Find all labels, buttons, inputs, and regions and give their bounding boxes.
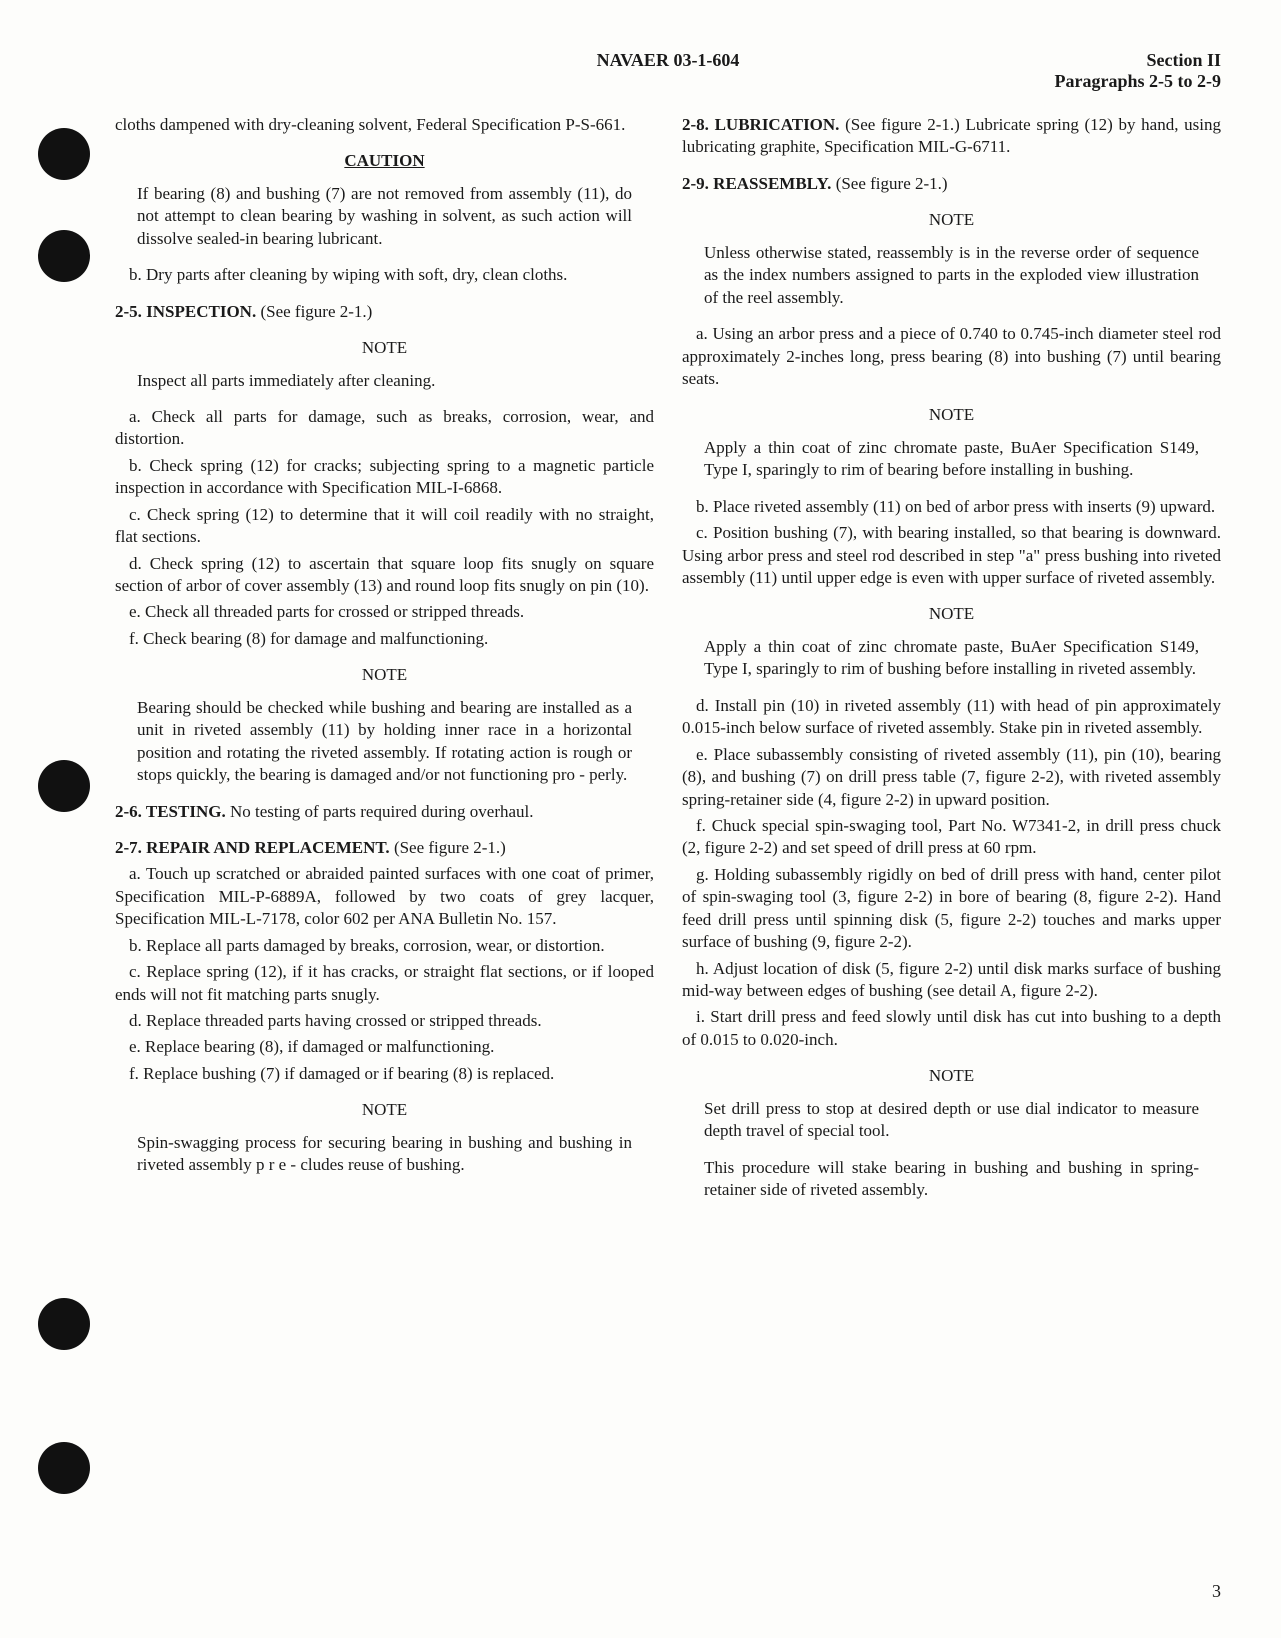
body-text: h. Adjust location of disk (5, figure 2-… <box>682 958 1221 1003</box>
note-heading: NOTE <box>682 404 1221 426</box>
page-number: 3 <box>1212 1581 1221 1602</box>
body-text: c. Position bushing (7), with bearing in… <box>682 522 1221 589</box>
header-center: NAVAER 03-1-604 <box>597 50 740 92</box>
note-heading: NOTE <box>115 664 654 686</box>
body-text: a. Check all parts for damage, such as b… <box>115 406 654 451</box>
section-ref: (See figure 2-1.) <box>260 302 372 321</box>
body-text: cloths dampened with dry-cleaning solven… <box>115 114 654 136</box>
body-text: i. Start drill press and feed slowly unt… <box>682 1006 1221 1051</box>
body-text: d. Replace threaded parts having crossed… <box>115 1010 654 1032</box>
punch-hole-icon <box>38 1298 90 1350</box>
body-text: g. Holding subassembly rigidly on bed of… <box>682 864 1221 954</box>
section-title: 2-8. LUBRICATION. <box>682 115 839 134</box>
body-text: c. Check spring (12) to determine that i… <box>115 504 654 549</box>
section-ref: (See figure 2-1.) <box>836 174 948 193</box>
section-heading: 2-5. INSPECTION. (See figure 2-1.) <box>115 301 654 323</box>
section-body: No testing of parts required during over… <box>230 802 534 821</box>
caution-heading: CAUTION <box>115 150 654 172</box>
body-text: c. Replace spring (12), if it has cracks… <box>115 961 654 1006</box>
section-title: 2-6. TESTING. <box>115 802 226 821</box>
body-text: d. Install pin (10) in riveted assembly … <box>682 695 1221 740</box>
body-text: f. Chuck special spin-swaging tool, Part… <box>682 815 1221 860</box>
header-paragraphs: Paragraphs 2-5 to 2-9 <box>739 71 1221 92</box>
section-heading: 2-9. REASSEMBLY. (See figure 2-1.) <box>682 173 1221 195</box>
note-body: Set drill press to stop at desired depth… <box>704 1098 1199 1143</box>
note-body: Unless otherwise stated, reassembly is i… <box>704 242 1199 309</box>
punch-hole-icon <box>38 230 90 282</box>
body-text: d. Check spring (12) to ascertain that s… <box>115 553 654 598</box>
note-body: Apply a thin coat of zinc chromate paste… <box>704 437 1199 482</box>
section-heading: 2-8. LUBRICATION. (See figure 2-1.) Lubr… <box>682 114 1221 159</box>
body-text: e. Check all threaded parts for crossed … <box>115 601 654 623</box>
note-heading: NOTE <box>115 1099 654 1121</box>
section-ref: (See figure 2-1.) <box>394 838 506 857</box>
note-heading: NOTE <box>682 209 1221 231</box>
text-columns: cloths dampened with dry-cleaning solven… <box>115 114 1221 1216</box>
note-body: Apply a thin coat of zinc chromate paste… <box>704 636 1199 681</box>
item-label: b. <box>129 265 142 284</box>
body-text: b. Place riveted assembly (11) on bed of… <box>682 496 1221 518</box>
left-column: cloths dampened with dry-cleaning solven… <box>115 114 654 1216</box>
body-text: b. Dry parts after cleaning by wiping wi… <box>115 264 654 286</box>
note-heading: NOTE <box>115 337 654 359</box>
section-title: 2-5. INSPECTION. <box>115 302 256 321</box>
header-section: Section II <box>739 50 1221 71</box>
body-text: a. Using an arbor press and a piece of 0… <box>682 323 1221 390</box>
body-text: f. Replace bushing (7) if damaged or if … <box>115 1063 654 1085</box>
right-column: 2-8. LUBRICATION. (See figure 2-1.) Lubr… <box>682 114 1221 1216</box>
body-text: e. Place subassembly consisting of rivet… <box>682 744 1221 811</box>
section-heading: 2-6. TESTING. No testing of parts requir… <box>115 801 654 823</box>
body-text: f. Check bearing (8) for damage and malf… <box>115 628 654 650</box>
punch-hole-icon <box>38 128 90 180</box>
note-body: This procedure will stake bearing in bus… <box>704 1157 1199 1202</box>
note-heading: NOTE <box>682 603 1221 625</box>
section-title: 2-9. REASSEMBLY. <box>682 174 831 193</box>
punch-hole-icon <box>38 760 90 812</box>
page-header: NAVAER 03-1-604 Section II Paragraphs 2-… <box>115 50 1221 92</box>
punch-hole-icon <box>38 1442 90 1494</box>
section-heading: 2-7. REPAIR AND REPLACEMENT. (See figure… <box>115 837 654 859</box>
body-text: e. Replace bearing (8), if damaged or ma… <box>115 1036 654 1058</box>
note-body: Inspect all parts immediately after clea… <box>137 370 632 392</box>
body-text: a. Touch up scratched or abraided painte… <box>115 863 654 930</box>
note-heading: NOTE <box>682 1065 1221 1087</box>
section-title: 2-7. REPAIR AND REPLACEMENT. <box>115 838 390 857</box>
item-text: Dry parts after cleaning by wiping with … <box>146 265 567 284</box>
page: NAVAER 03-1-604 Section II Paragraphs 2-… <box>0 0 1281 1638</box>
note-body: Bearing should be checked while bushing … <box>137 697 632 787</box>
body-text: b. Check spring (12) for cracks; subject… <box>115 455 654 500</box>
note-body: Spin-swagging process for securing beari… <box>137 1132 632 1177</box>
caution-body: If bearing (8) and bushing (7) are not r… <box>137 183 632 250</box>
body-text: b. Replace all parts damaged by breaks, … <box>115 935 654 957</box>
